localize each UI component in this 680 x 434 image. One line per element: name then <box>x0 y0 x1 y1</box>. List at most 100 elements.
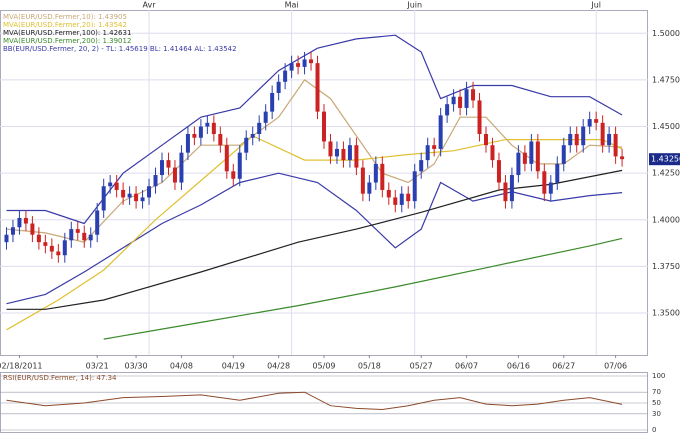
candle-body <box>127 193 132 198</box>
candle-body <box>244 137 249 153</box>
candle-body <box>185 134 190 153</box>
candle-body <box>620 156 625 160</box>
moving-average <box>103 237 623 340</box>
candle-body <box>62 240 67 256</box>
candle-body <box>166 160 171 168</box>
candle-body <box>276 81 281 93</box>
candle-body <box>114 182 119 190</box>
legend-entry: MVA(EUR/USD.Fermer,20): 1.43542 <box>3 21 127 29</box>
candle-body <box>581 126 586 146</box>
rsi-tick-label: 70 <box>652 388 661 396</box>
candle-body <box>587 119 592 127</box>
candle-body <box>4 234 9 243</box>
candle-body <box>69 229 74 241</box>
candle-body <box>108 182 113 187</box>
x-tick-label: 04/28 <box>267 362 290 371</box>
candle-body <box>302 59 307 67</box>
candle-body <box>367 182 372 194</box>
candle-body <box>56 251 61 256</box>
candle-body <box>334 148 339 157</box>
legend-entry: MVA(EUR/USD.Fermer,100): 1.42631 <box>3 29 131 37</box>
x-tick-label: 06/27 <box>552 362 575 371</box>
x-tick-label: 03/21 <box>86 362 109 371</box>
candle-body <box>380 163 385 190</box>
candle-body <box>503 182 508 202</box>
rsi-label: RSI(EUR/USD.Fermer, 14): 47.34 <box>3 374 117 382</box>
bollinger-lower <box>6 172 623 305</box>
candle-body <box>328 141 333 157</box>
rsi-tick-label: 100 <box>652 372 665 380</box>
y-tick-label: 1.4750 <box>652 75 680 84</box>
x-tick-label: 04/19 <box>222 362 245 371</box>
candle-body <box>386 189 391 198</box>
month-label: Avr <box>143 1 157 10</box>
x-tick-label: 05/09 <box>312 362 335 371</box>
candle-body <box>432 145 437 149</box>
candle-body <box>231 171 236 179</box>
candle-body <box>289 63 294 71</box>
month-label: Mai <box>285 1 299 10</box>
candle-body <box>354 145 359 168</box>
x-tick-label: 06/16 <box>507 362 530 371</box>
candle-body <box>347 145 352 161</box>
y-tick-label: 1.4500 <box>652 122 680 131</box>
legend-entry: BB(EUR/USD.Fermer, 20, 2) - TL: 1.45619 … <box>3 45 237 53</box>
candle-body <box>218 134 223 146</box>
legend-entry: MVA(EUR/USD.Fermer,10): 1.43905 <box>3 13 127 21</box>
x-tick-label: 06/07 <box>455 362 478 371</box>
rsi-tick-label: 30 <box>652 410 661 418</box>
candle-body <box>613 134 618 157</box>
candle-body <box>121 189 126 198</box>
candle-body <box>315 63 320 112</box>
rsi-tick-label: 0 <box>652 426 656 434</box>
candle-body <box>172 167 177 183</box>
candle-body <box>341 148 346 161</box>
x-tick-label: 04/08 <box>170 362 193 371</box>
candle-body <box>309 59 314 64</box>
candle-body <box>10 227 15 235</box>
candle-body <box>548 182 553 194</box>
candle-body <box>522 152 527 164</box>
candle-body <box>153 175 158 187</box>
candle-body <box>82 232 87 241</box>
candle-body <box>568 134 573 146</box>
candle-body <box>458 96 463 108</box>
candle-body <box>412 171 417 202</box>
candle-body <box>250 134 255 138</box>
y-tick-label: 1.3750 <box>652 262 680 271</box>
rsi-line <box>6 391 623 411</box>
candle-body <box>17 217 22 228</box>
candle-body <box>88 234 93 241</box>
candle-body <box>516 152 521 176</box>
candle-body <box>30 223 35 235</box>
candle-body <box>607 134 612 146</box>
month-label: Juin <box>406 1 422 10</box>
rsi-tick-label: 50 <box>652 399 661 407</box>
y-tick-label: 1.4000 <box>652 215 680 224</box>
candle-body <box>509 175 514 202</box>
candle-body <box>406 193 411 202</box>
candle-body <box>134 193 139 202</box>
candle-body <box>75 229 80 233</box>
y-tick-label: 1.4250 <box>652 169 680 178</box>
candle-body <box>205 122 210 127</box>
candle-body <box>296 63 301 67</box>
candle-body <box>237 152 242 179</box>
last-price-label: 1.43250 <box>651 155 680 164</box>
month-label: Jul <box>590 1 601 10</box>
candle-body <box>445 104 450 116</box>
candle-body <box>95 210 100 235</box>
candle-body <box>529 141 534 164</box>
candle-body <box>484 134 488 146</box>
x-tick-label: 02/18/2011 <box>0 362 42 371</box>
candle-body <box>451 96 456 105</box>
candle-body <box>471 89 476 101</box>
candle-body <box>192 134 197 138</box>
candle-body <box>43 242 48 246</box>
candle-body <box>101 186 106 211</box>
candle-body <box>160 160 164 176</box>
candle-body <box>594 119 599 123</box>
candle-body <box>542 171 547 194</box>
